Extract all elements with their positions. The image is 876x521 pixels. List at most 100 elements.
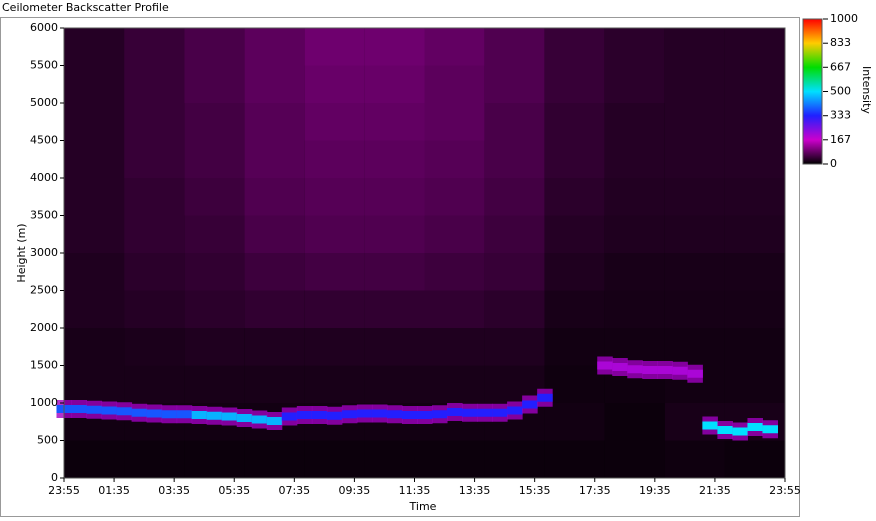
layer-cell (687, 369, 703, 378)
heat-cell (484, 103, 545, 141)
heat-cell (364, 28, 425, 66)
heat-cell (724, 440, 785, 478)
heat-cell (244, 290, 305, 328)
colorbar-tick-label: 1000 (830, 12, 858, 25)
layer-cell (627, 365, 643, 374)
heat-cell (64, 215, 125, 253)
heat-cell (484, 65, 545, 103)
heat-cell (484, 140, 545, 178)
heat-cell (724, 253, 785, 291)
colorbar-tick-label: 167 (830, 133, 851, 146)
heat-cell (724, 140, 785, 178)
heat-cell (124, 253, 185, 291)
heat-cell (544, 215, 605, 253)
layer-cell (371, 409, 388, 418)
heat-cell (664, 28, 725, 66)
heat-cell (724, 328, 785, 366)
layer-cell (477, 408, 493, 417)
heat-cell (604, 253, 665, 291)
y-tick-label: 6000 (30, 21, 58, 34)
heat-cell (664, 65, 725, 103)
layer-cell (401, 411, 418, 419)
heat-cell (64, 328, 125, 366)
heat-cell (664, 253, 725, 291)
y-tick-label: 0 (51, 471, 58, 484)
heat-cell (304, 215, 365, 253)
heat-cell (244, 140, 305, 178)
x-tick-label: 09:35 (339, 484, 371, 497)
layer-cell (732, 427, 748, 436)
heat-cell (664, 440, 725, 478)
heat-cell (124, 65, 185, 103)
layer-cell (131, 408, 148, 417)
heat-cell (724, 365, 785, 403)
layer-cell (747, 423, 763, 431)
layer-cell (296, 411, 313, 419)
layer-cell (416, 411, 433, 419)
x-axis-label: Time (409, 500, 437, 513)
layer-cell (507, 406, 523, 415)
layer-cell (537, 393, 553, 402)
layer-cell (657, 366, 673, 374)
heat-cell (64, 140, 125, 178)
layer-cell (462, 408, 478, 417)
layer-cell (597, 361, 613, 370)
heat-cell (604, 403, 665, 441)
heat-cell (304, 328, 365, 366)
layer-cell (116, 407, 133, 416)
heat-cell (244, 65, 305, 103)
heat-cell (664, 178, 725, 216)
layer-cell (251, 415, 268, 424)
layer-cell (762, 425, 778, 434)
heat-cell (124, 103, 185, 141)
y-tick-label: 4000 (30, 171, 58, 184)
heat-cell (364, 178, 425, 216)
heat-cell (544, 328, 605, 366)
heat-cell (184, 65, 245, 103)
heat-cell (724, 65, 785, 103)
heat-cell (724, 178, 785, 216)
heat-cell (724, 290, 785, 328)
heat-cell (664, 328, 725, 366)
heat-cell (244, 178, 305, 216)
x-tick-label: 17:35 (579, 484, 611, 497)
layer-cell (206, 411, 223, 420)
heat-cell (424, 103, 485, 141)
heat-cell (124, 178, 185, 216)
colorbar-tick-label: 333 (830, 109, 851, 122)
heat-cell (424, 65, 485, 103)
heat-cell (484, 28, 545, 66)
heat-cell (304, 365, 365, 403)
heat-cell (544, 440, 605, 478)
heat-cell (244, 253, 305, 291)
layer-cell (311, 411, 328, 419)
heat-cell (364, 253, 425, 291)
layer-cell (146, 409, 163, 418)
heat-cell (64, 253, 125, 291)
heat-cell (244, 440, 305, 478)
heat-cell (364, 328, 425, 366)
heat-cell (724, 215, 785, 253)
heat-cell (184, 253, 245, 291)
heat-cell (304, 253, 365, 291)
heat-cell (364, 440, 425, 478)
heat-cell (124, 365, 185, 403)
heat-cell (364, 215, 425, 253)
heat-cell (364, 103, 425, 141)
x-tick-label: 15:35 (519, 484, 551, 497)
layer-cell (221, 412, 238, 421)
heat-cell (304, 65, 365, 103)
heat-cell (64, 365, 125, 403)
heat-cell (304, 290, 365, 328)
heat-cell (664, 103, 725, 141)
y-tick-label: 1000 (30, 396, 58, 409)
y-tick-label: 2000 (30, 321, 58, 334)
heat-cell (484, 215, 545, 253)
y-tick-label: 500 (37, 434, 58, 447)
heat-cell (244, 103, 305, 141)
layer-cell (161, 410, 178, 419)
y-tick-label: 4500 (30, 134, 58, 147)
x-tick-label: 23:55 (769, 484, 801, 497)
heat-cell (364, 290, 425, 328)
